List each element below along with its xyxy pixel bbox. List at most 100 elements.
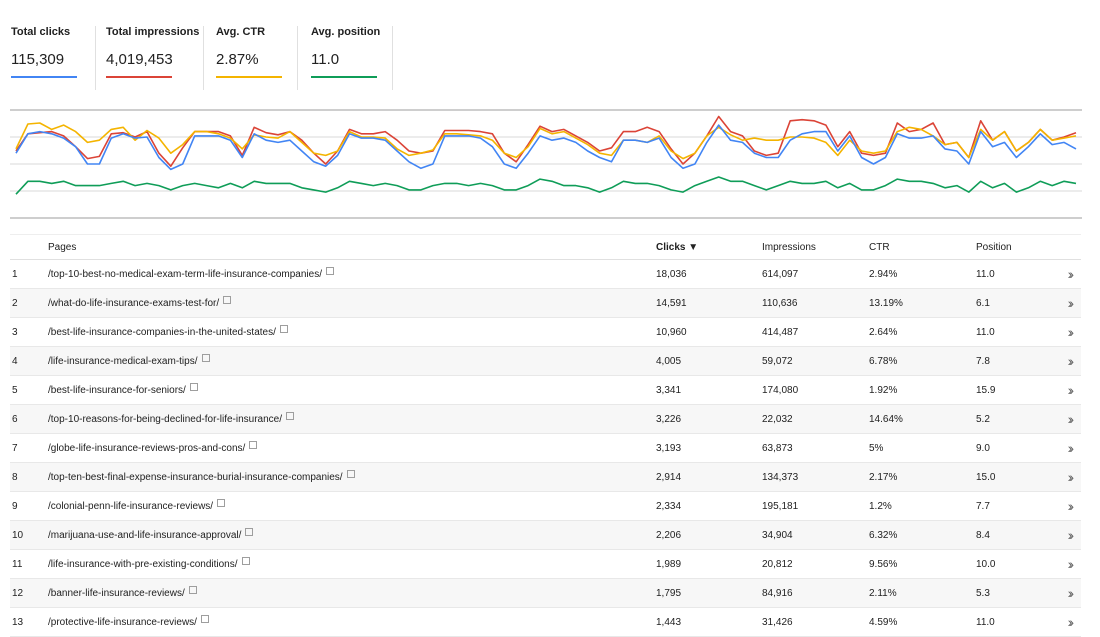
row-impressions: 63,873 bbox=[762, 433, 869, 463]
row-details-button[interactable]: ›› bbox=[1060, 404, 1081, 434]
row-page-url[interactable]: /banner-life-insurance-reviews/ bbox=[48, 578, 656, 608]
double-chevron-right-icon[interactable]: ›› bbox=[1067, 411, 1075, 427]
double-chevron-right-icon[interactable]: ›› bbox=[1067, 324, 1075, 340]
table-row[interactable]: 9/colonial-penn-life-insurance-reviews/2… bbox=[10, 491, 1081, 521]
page-url-text[interactable]: /life-insurance-medical-exam-tips/ bbox=[48, 355, 198, 367]
performance-chart[interactable] bbox=[10, 100, 1082, 225]
row-details-button[interactable]: ›› bbox=[1060, 462, 1081, 492]
metric-label: Total clicks bbox=[11, 26, 71, 38]
row-details-button[interactable]: ›› bbox=[1060, 375, 1081, 405]
page-url-text[interactable]: /protective-life-insurance-reviews/ bbox=[48, 616, 197, 628]
double-chevron-right-icon[interactable]: ›› bbox=[1067, 527, 1075, 543]
row-page-url[interactable]: /protective-life-insurance-reviews/ bbox=[48, 607, 656, 637]
row-page-url[interactable]: /top-10-reasons-for-being-declined-for-l… bbox=[48, 404, 656, 434]
page-url-text[interactable]: /best-life-insurance-companies-in-the-un… bbox=[48, 326, 276, 338]
row-details-button[interactable]: ›› bbox=[1060, 491, 1081, 521]
external-link-icon[interactable] bbox=[326, 266, 334, 275]
page-url-text[interactable]: /what-do-life-insurance-exams-test-for/ bbox=[48, 297, 220, 309]
page-url-text[interactable]: /banner-life-insurance-reviews/ bbox=[48, 587, 185, 599]
double-chevron-right-icon[interactable]: ›› bbox=[1067, 440, 1075, 456]
header-ctr[interactable]: CTR bbox=[869, 234, 976, 260]
header-position[interactable]: Position bbox=[976, 234, 1060, 260]
table-row[interactable]: 6/top-10-reasons-for-being-declined-for-… bbox=[10, 404, 1081, 434]
row-details-button[interactable]: ›› bbox=[1060, 346, 1081, 376]
row-details-button[interactable]: ›› bbox=[1060, 259, 1081, 289]
metric-avg-position[interactable]: Avg. position 11.0 bbox=[311, 14, 391, 78]
table-row[interactable]: 10/marijuana-use-and-life-insurance-appr… bbox=[10, 520, 1081, 550]
table-row[interactable]: 7/globe-life-insurance-reviews-pros-and-… bbox=[10, 433, 1081, 463]
row-details-button[interactable]: ›› bbox=[1060, 578, 1081, 608]
page-url-text[interactable]: /life-insurance-with-pre-existing-condit… bbox=[48, 558, 238, 570]
double-chevron-right-icon[interactable]: ›› bbox=[1067, 266, 1075, 282]
external-link-icon[interactable] bbox=[201, 353, 210, 362]
external-link-icon[interactable] bbox=[223, 295, 232, 304]
table-row[interactable]: 1/top-10-best-no-medical-exam-term-life-… bbox=[10, 259, 1081, 289]
external-link-icon[interactable] bbox=[249, 440, 258, 449]
table-row[interactable]: 12/banner-life-insurance-reviews/1,795 84… bbox=[10, 578, 1081, 608]
row-clicks: 10,960 bbox=[656, 317, 762, 347]
row-page-url[interactable]: /best-life-insurance-for-seniors/ bbox=[48, 375, 656, 405]
header-impressions[interactable]: Impressions bbox=[762, 234, 869, 260]
table-row[interactable]: 5/best-life-insurance-for-seniors/3,341 1… bbox=[10, 375, 1081, 405]
row-details-button[interactable]: ›› bbox=[1060, 317, 1081, 347]
table-row[interactable]: 3/best-life-insurance-companies-in-the-u… bbox=[10, 317, 1081, 347]
table-row[interactable]: 4/life-insurance-medical-exam-tips/4,005… bbox=[10, 346, 1081, 376]
external-link-icon[interactable] bbox=[279, 324, 288, 333]
row-details-button[interactable]: ›› bbox=[1060, 288, 1081, 318]
row-page-url[interactable]: /marijuana-use-and-life-insurance-approv… bbox=[48, 520, 656, 550]
row-page-url[interactable]: /best-life-insurance-companies-in-the-un… bbox=[48, 317, 656, 347]
row-index: 10 bbox=[10, 520, 48, 550]
table-row[interactable]: 2/what-do-life-insurance-exams-test-for/… bbox=[10, 288, 1081, 318]
double-chevron-right-icon[interactable]: ›› bbox=[1067, 614, 1075, 630]
header-pages[interactable]: Pages bbox=[48, 234, 656, 260]
metric-total-impressions[interactable]: Total impressions 4,019,453 bbox=[106, 14, 200, 78]
external-link-icon[interactable] bbox=[189, 382, 198, 391]
external-link-icon[interactable] bbox=[346, 469, 355, 478]
row-position: 15.0 bbox=[976, 462, 1060, 492]
row-clicks: 1,795 bbox=[656, 578, 762, 608]
row-ctr: 1.2% bbox=[869, 491, 976, 521]
double-chevron-right-icon[interactable]: ›› bbox=[1067, 585, 1075, 601]
external-link-icon[interactable] bbox=[245, 527, 254, 536]
double-chevron-right-icon[interactable]: ›› bbox=[1067, 295, 1075, 311]
row-impressions: 20,812 bbox=[762, 549, 869, 579]
external-link-icon[interactable] bbox=[286, 411, 294, 420]
row-page-url[interactable]: /life-insurance-with-pre-existing-condit… bbox=[48, 549, 656, 579]
row-page-url[interactable]: /colonial-penn-life-insurance-reviews/ bbox=[48, 491, 656, 521]
row-page-url[interactable]: /top-ten-best-final-expense-insurance-bu… bbox=[48, 462, 656, 492]
external-link-icon[interactable] bbox=[217, 498, 226, 507]
page-url-text[interactable]: /top-ten-best-final-expense-insurance-bu… bbox=[48, 471, 343, 483]
external-link-icon[interactable] bbox=[200, 614, 209, 623]
row-clicks: 2,334 bbox=[656, 491, 762, 521]
row-details-button[interactable]: ›› bbox=[1060, 607, 1081, 637]
page-url-text[interactable]: /top-10-reasons-for-being-declined-for-l… bbox=[48, 413, 282, 425]
page-url-text[interactable]: /marijuana-use-and-life-insurance-approv… bbox=[48, 529, 242, 541]
table-row[interactable]: 8/top-ten-best-final-expense-insurance-b… bbox=[10, 462, 1081, 492]
table-row[interactable]: 13/protective-life-insurance-reviews/1,4… bbox=[10, 607, 1081, 637]
metric-color-line bbox=[106, 76, 172, 78]
double-chevron-right-icon[interactable]: ›› bbox=[1067, 498, 1075, 514]
double-chevron-right-icon[interactable]: ›› bbox=[1067, 469, 1075, 485]
external-link-icon[interactable] bbox=[188, 585, 197, 594]
double-chevron-right-icon[interactable]: ›› bbox=[1067, 353, 1075, 369]
metric-total-clicks[interactable]: Total clicks 115,309 bbox=[11, 14, 81, 78]
row-index: 13 bbox=[10, 607, 48, 637]
row-details-button[interactable]: ›› bbox=[1060, 549, 1081, 579]
double-chevron-right-icon[interactable]: ›› bbox=[1067, 556, 1075, 572]
metric-label: Total impressions bbox=[106, 26, 200, 38]
row-page-url[interactable]: /life-insurance-medical-exam-tips/ bbox=[48, 346, 656, 376]
row-details-button[interactable]: ›› bbox=[1060, 433, 1081, 463]
page-url-text[interactable]: /globe-life-insurance-reviews-pros-and-c… bbox=[48, 442, 246, 454]
table-row[interactable]: 11/life-insurance-with-pre-existing-cond… bbox=[10, 549, 1081, 579]
row-page-url[interactable]: /top-10-best-no-medical-exam-term-life-i… bbox=[48, 259, 656, 289]
page-url-text[interactable]: /top-10-best-no-medical-exam-term-life-i… bbox=[48, 268, 322, 280]
row-page-url[interactable]: /globe-life-insurance-reviews-pros-and-c… bbox=[48, 433, 656, 463]
row-details-button[interactable]: ›› bbox=[1060, 520, 1081, 550]
external-link-icon[interactable] bbox=[241, 556, 250, 565]
page-url-text[interactable]: /colonial-penn-life-insurance-reviews/ bbox=[48, 500, 214, 512]
page-url-text[interactable]: /best-life-insurance-for-seniors/ bbox=[48, 384, 186, 396]
header-clicks[interactable]: Clicks ▼ bbox=[656, 234, 762, 260]
double-chevron-right-icon[interactable]: ›› bbox=[1067, 382, 1075, 398]
row-page-url[interactable]: /what-do-life-insurance-exams-test-for/ bbox=[48, 288, 656, 318]
metric-avg-ctr[interactable]: Avg. CTR 2.87% bbox=[216, 14, 286, 78]
